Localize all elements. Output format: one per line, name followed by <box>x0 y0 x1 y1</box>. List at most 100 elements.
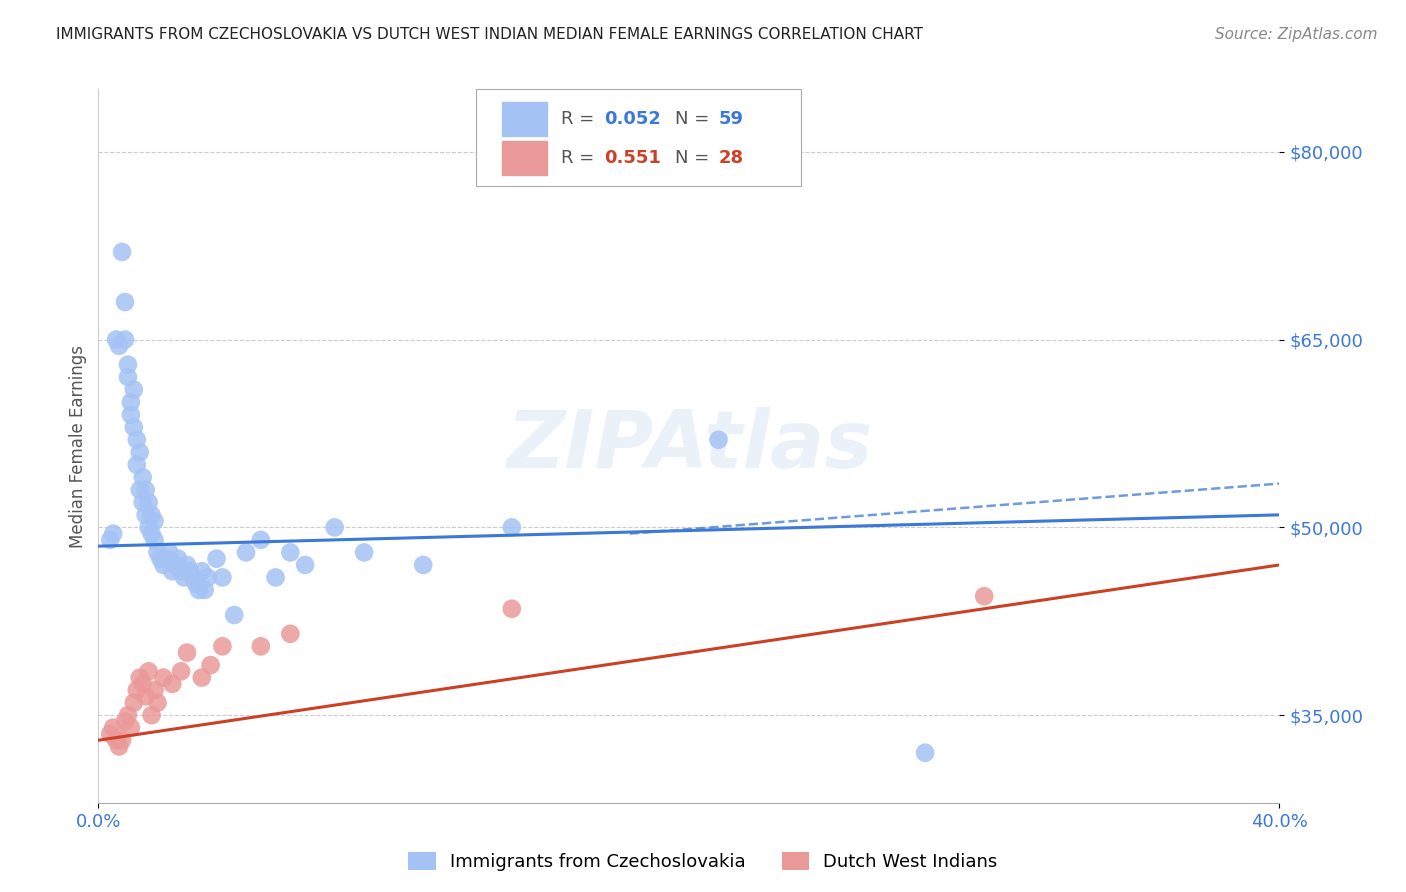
Point <box>128 671 150 685</box>
Point <box>194 582 217 597</box>
Point <box>176 558 198 572</box>
Point <box>501 601 523 615</box>
Text: Source: ZipAtlas.com: Source: ZipAtlas.com <box>1215 27 1378 42</box>
Y-axis label: Median Female Earnings: Median Female Earnings <box>69 344 87 548</box>
Point <box>162 677 183 691</box>
Point <box>125 433 148 447</box>
Point <box>111 244 134 259</box>
Text: IMMIGRANTS FROM CZECHOSLOVAKIA VS DUTCH WEST INDIAN MEDIAN FEMALE EARNINGS CORRE: IMMIGRANTS FROM CZECHOSLOVAKIA VS DUTCH … <box>56 27 924 42</box>
Point <box>138 520 160 534</box>
Point <box>152 671 174 685</box>
Point <box>122 420 145 434</box>
Point <box>165 558 187 572</box>
Point <box>167 551 190 566</box>
FancyBboxPatch shape <box>477 89 801 186</box>
Text: 59: 59 <box>718 111 744 128</box>
Point <box>353 545 375 559</box>
Point <box>108 739 131 754</box>
Point <box>108 339 131 353</box>
Point <box>132 677 155 691</box>
Point <box>135 508 157 522</box>
Point <box>179 564 201 578</box>
Point <box>157 545 180 559</box>
Point <box>132 495 155 509</box>
Point <box>200 658 222 673</box>
Point <box>128 483 150 497</box>
Point <box>152 558 174 572</box>
Point <box>103 721 125 735</box>
Point <box>105 733 128 747</box>
Point <box>141 708 163 723</box>
Point <box>120 721 142 735</box>
Point <box>98 727 121 741</box>
Point <box>128 445 150 459</box>
Point <box>211 640 233 654</box>
Point <box>264 570 287 584</box>
Legend: Immigrants from Czechoslovakia, Dutch West Indians: Immigrants from Czechoslovakia, Dutch We… <box>401 845 1005 879</box>
Point <box>138 495 160 509</box>
Point <box>114 295 136 310</box>
Text: N =: N = <box>675 149 714 167</box>
Point <box>170 665 193 679</box>
Point <box>146 696 169 710</box>
Point <box>197 570 219 584</box>
Point <box>205 551 228 566</box>
Point <box>173 570 195 584</box>
Point <box>170 564 193 578</box>
Point <box>117 358 139 372</box>
Point <box>122 383 145 397</box>
Point <box>105 333 128 347</box>
Point <box>250 533 273 547</box>
Point <box>122 696 145 710</box>
Point <box>191 671 214 685</box>
Point <box>114 333 136 347</box>
Point <box>187 582 209 597</box>
Bar <box>502 103 547 136</box>
Point <box>98 533 121 547</box>
Point <box>162 564 183 578</box>
Point <box>914 746 936 760</box>
Point <box>211 570 233 584</box>
Point <box>149 551 172 566</box>
Point <box>120 395 142 409</box>
Point <box>294 558 316 572</box>
Point <box>184 576 207 591</box>
Point <box>146 545 169 559</box>
Point <box>707 433 730 447</box>
Point <box>135 483 157 497</box>
Point <box>181 570 204 584</box>
Text: 28: 28 <box>718 149 744 167</box>
Text: ZIPAtlas: ZIPAtlas <box>506 407 872 485</box>
Text: R =: R = <box>561 149 600 167</box>
Point <box>141 526 163 541</box>
Point <box>191 564 214 578</box>
Point <box>224 607 246 622</box>
Text: 0.052: 0.052 <box>605 111 661 128</box>
Text: 0.551: 0.551 <box>605 149 661 167</box>
Point <box>155 551 177 566</box>
Point <box>143 533 166 547</box>
Point <box>117 708 139 723</box>
Text: N =: N = <box>675 111 714 128</box>
Point <box>412 558 434 572</box>
Bar <box>502 141 547 175</box>
Point <box>111 733 134 747</box>
Point <box>120 408 142 422</box>
Point <box>143 514 166 528</box>
Point <box>125 458 148 472</box>
Point <box>235 545 257 559</box>
Point <box>143 683 166 698</box>
Point <box>973 589 995 603</box>
Point <box>138 665 160 679</box>
Point <box>125 683 148 698</box>
Point <box>323 520 346 534</box>
Point <box>501 520 523 534</box>
Point <box>114 714 136 729</box>
Point <box>280 627 302 641</box>
Point <box>141 508 163 522</box>
Point <box>135 690 157 704</box>
Text: R =: R = <box>561 111 600 128</box>
Point <box>176 646 198 660</box>
Point <box>250 640 273 654</box>
Point <box>132 470 155 484</box>
